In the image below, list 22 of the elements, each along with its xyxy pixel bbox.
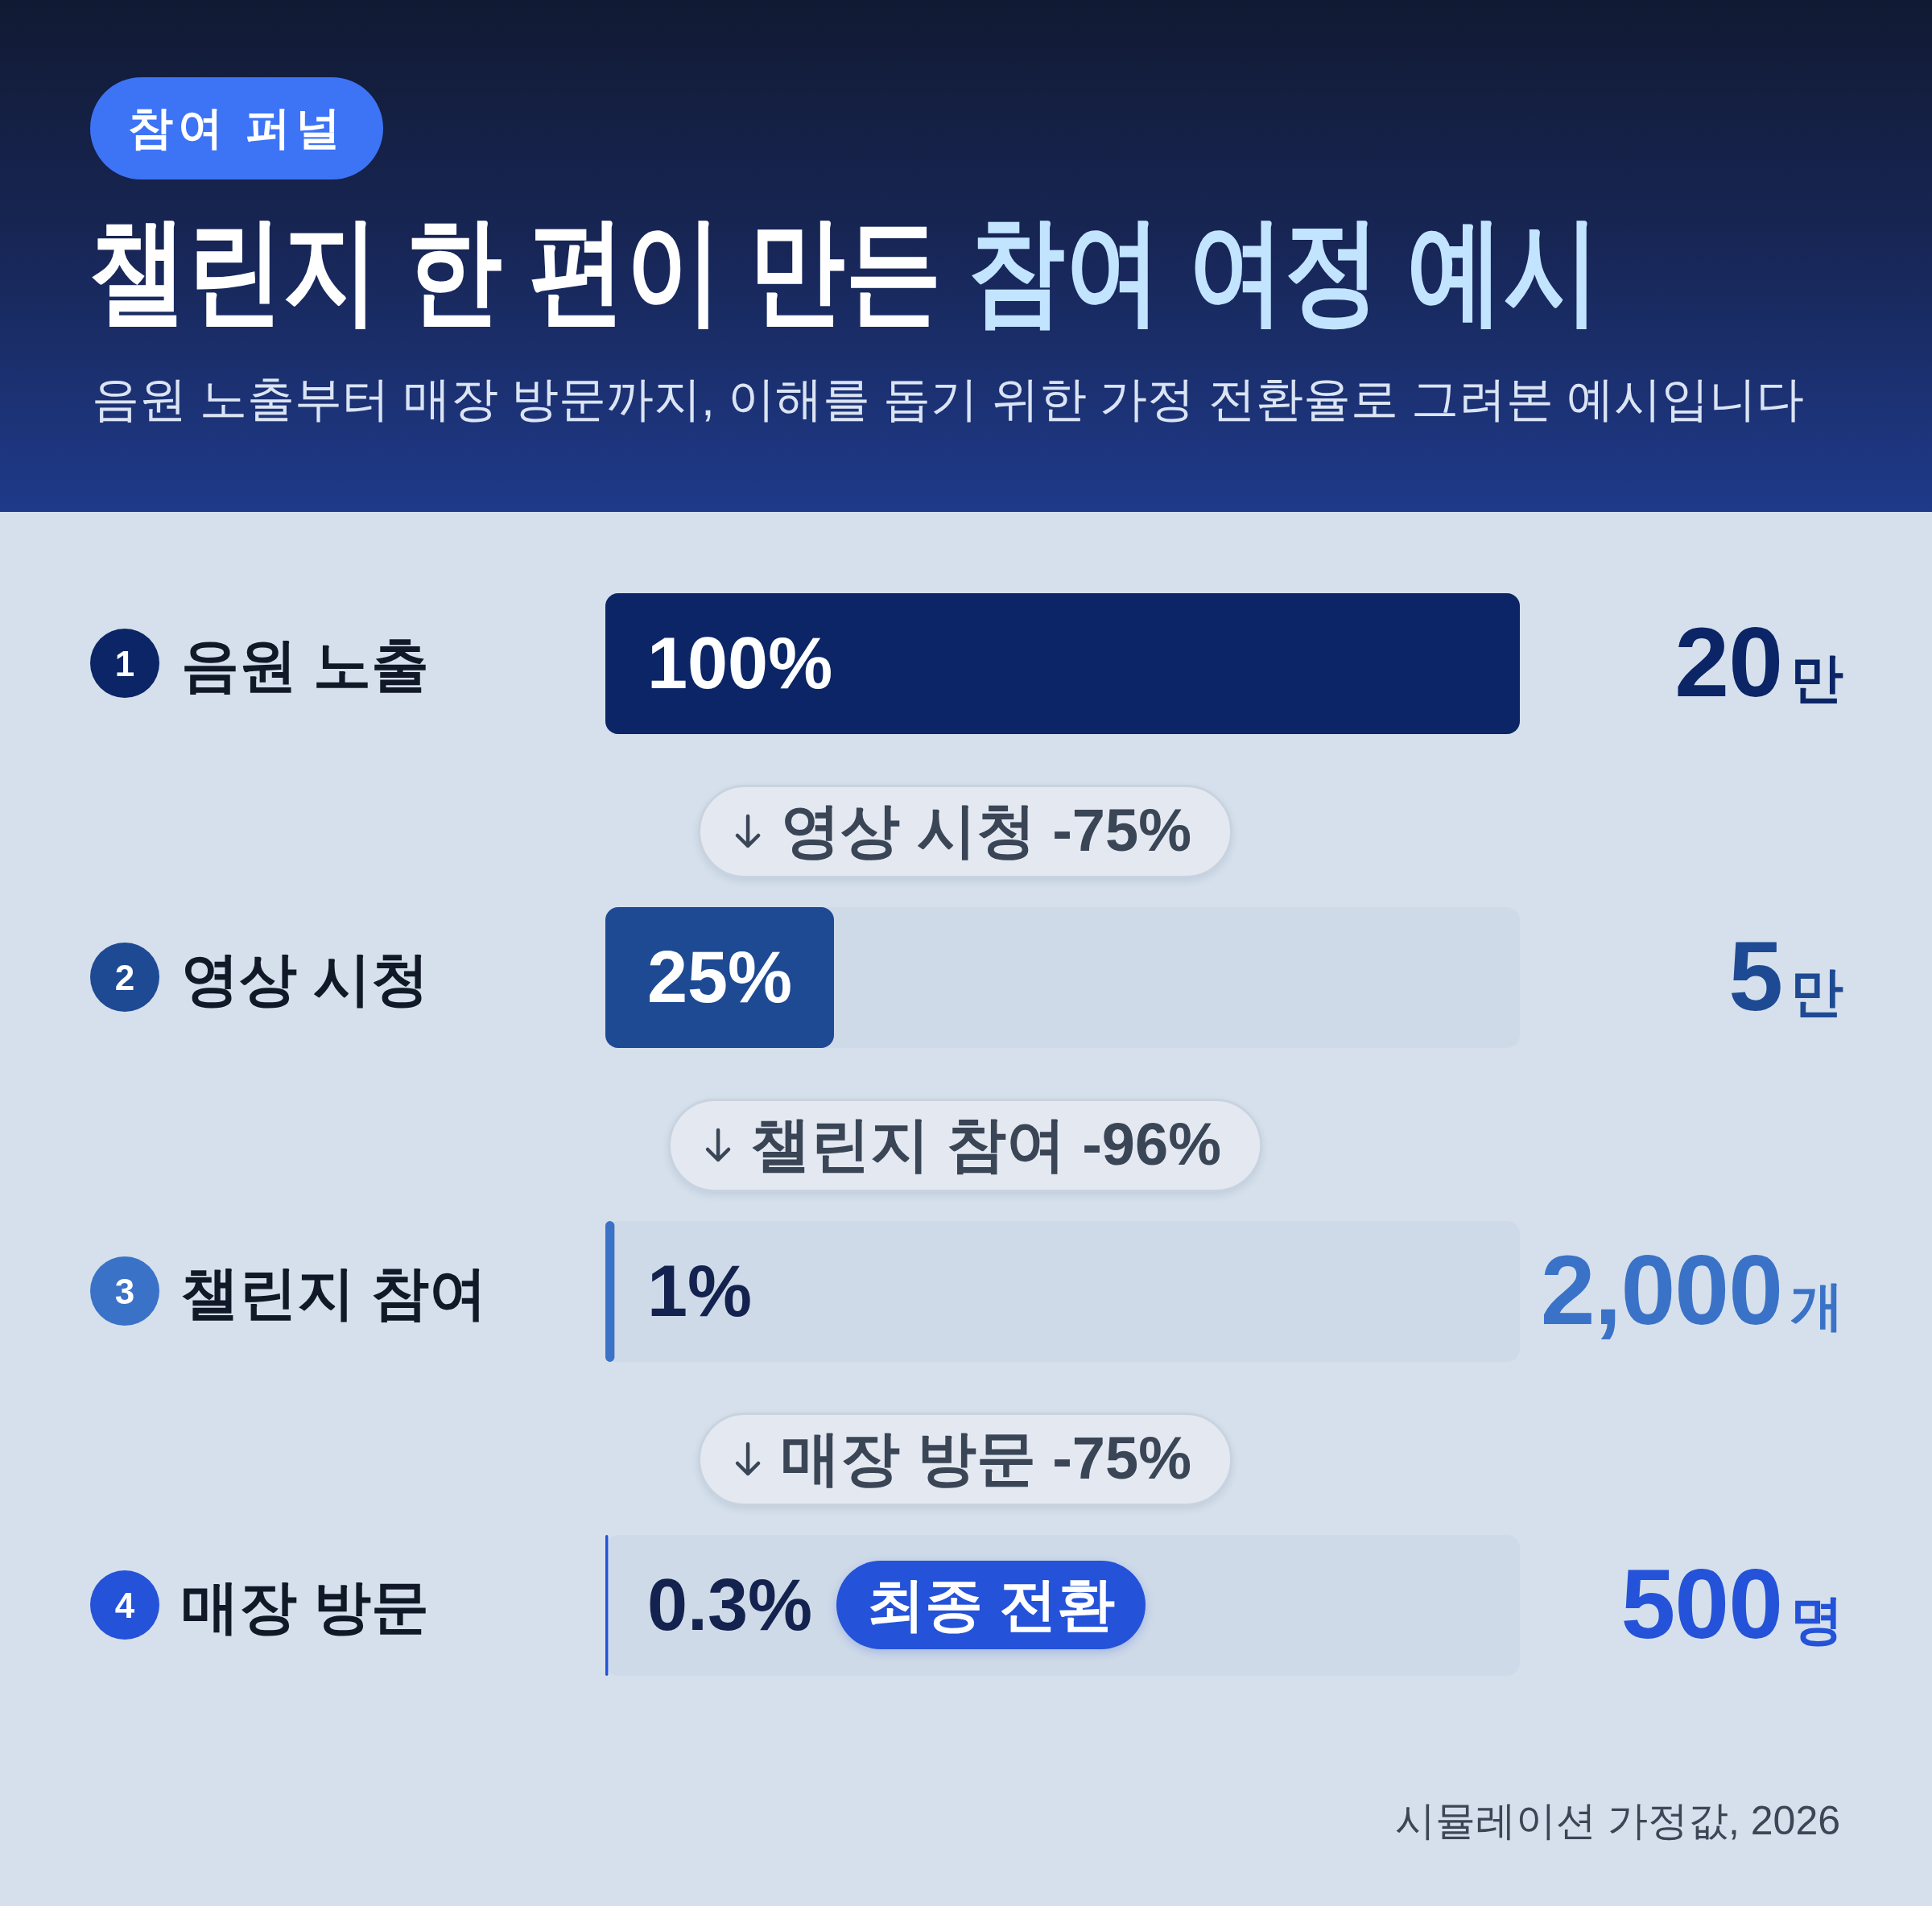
annotation: 챌린지 참여 -96% xyxy=(751,1110,1221,1179)
annotation: 영상 시청 -75% xyxy=(781,796,1191,865)
data-label: 25% xyxy=(647,935,793,1019)
text: 시뮬레이션 가정값, 2026 xyxy=(1395,1798,1840,1843)
data-label: 100% xyxy=(647,621,833,705)
chart-subtitle: 음원 노출부터 매장 방문까지, 이해를 돕기 위한 가정 전환율로 그려본 예시입니다 xyxy=(92,373,1805,426)
chart-title: 챌린지 한 편이 만든 참여 여정 예시 xyxy=(90,204,1600,336)
y-tick-label: 챌린지 참여 xyxy=(181,1260,488,1325)
y-tick-label: 영상 시청 xyxy=(181,947,430,1011)
y-tick-label: 음원 노출 xyxy=(181,633,430,697)
text: 4 xyxy=(114,1585,135,1625)
text: 2,000개 xyxy=(1540,1236,1843,1345)
text: 참여 퍼널 xyxy=(128,101,345,155)
annotation: 최종 전환 xyxy=(867,1571,1116,1638)
text: 1 xyxy=(114,643,135,683)
y-tick-label: 매장 방문 xyxy=(181,1574,430,1639)
data-label: 0.3% xyxy=(647,1563,813,1647)
data-label: 1% xyxy=(647,1249,753,1333)
text: 3 xyxy=(114,1271,135,1311)
text: 2 xyxy=(114,957,135,997)
bar xyxy=(605,1221,615,1362)
annotation: 매장 방문 -75% xyxy=(781,1424,1191,1493)
